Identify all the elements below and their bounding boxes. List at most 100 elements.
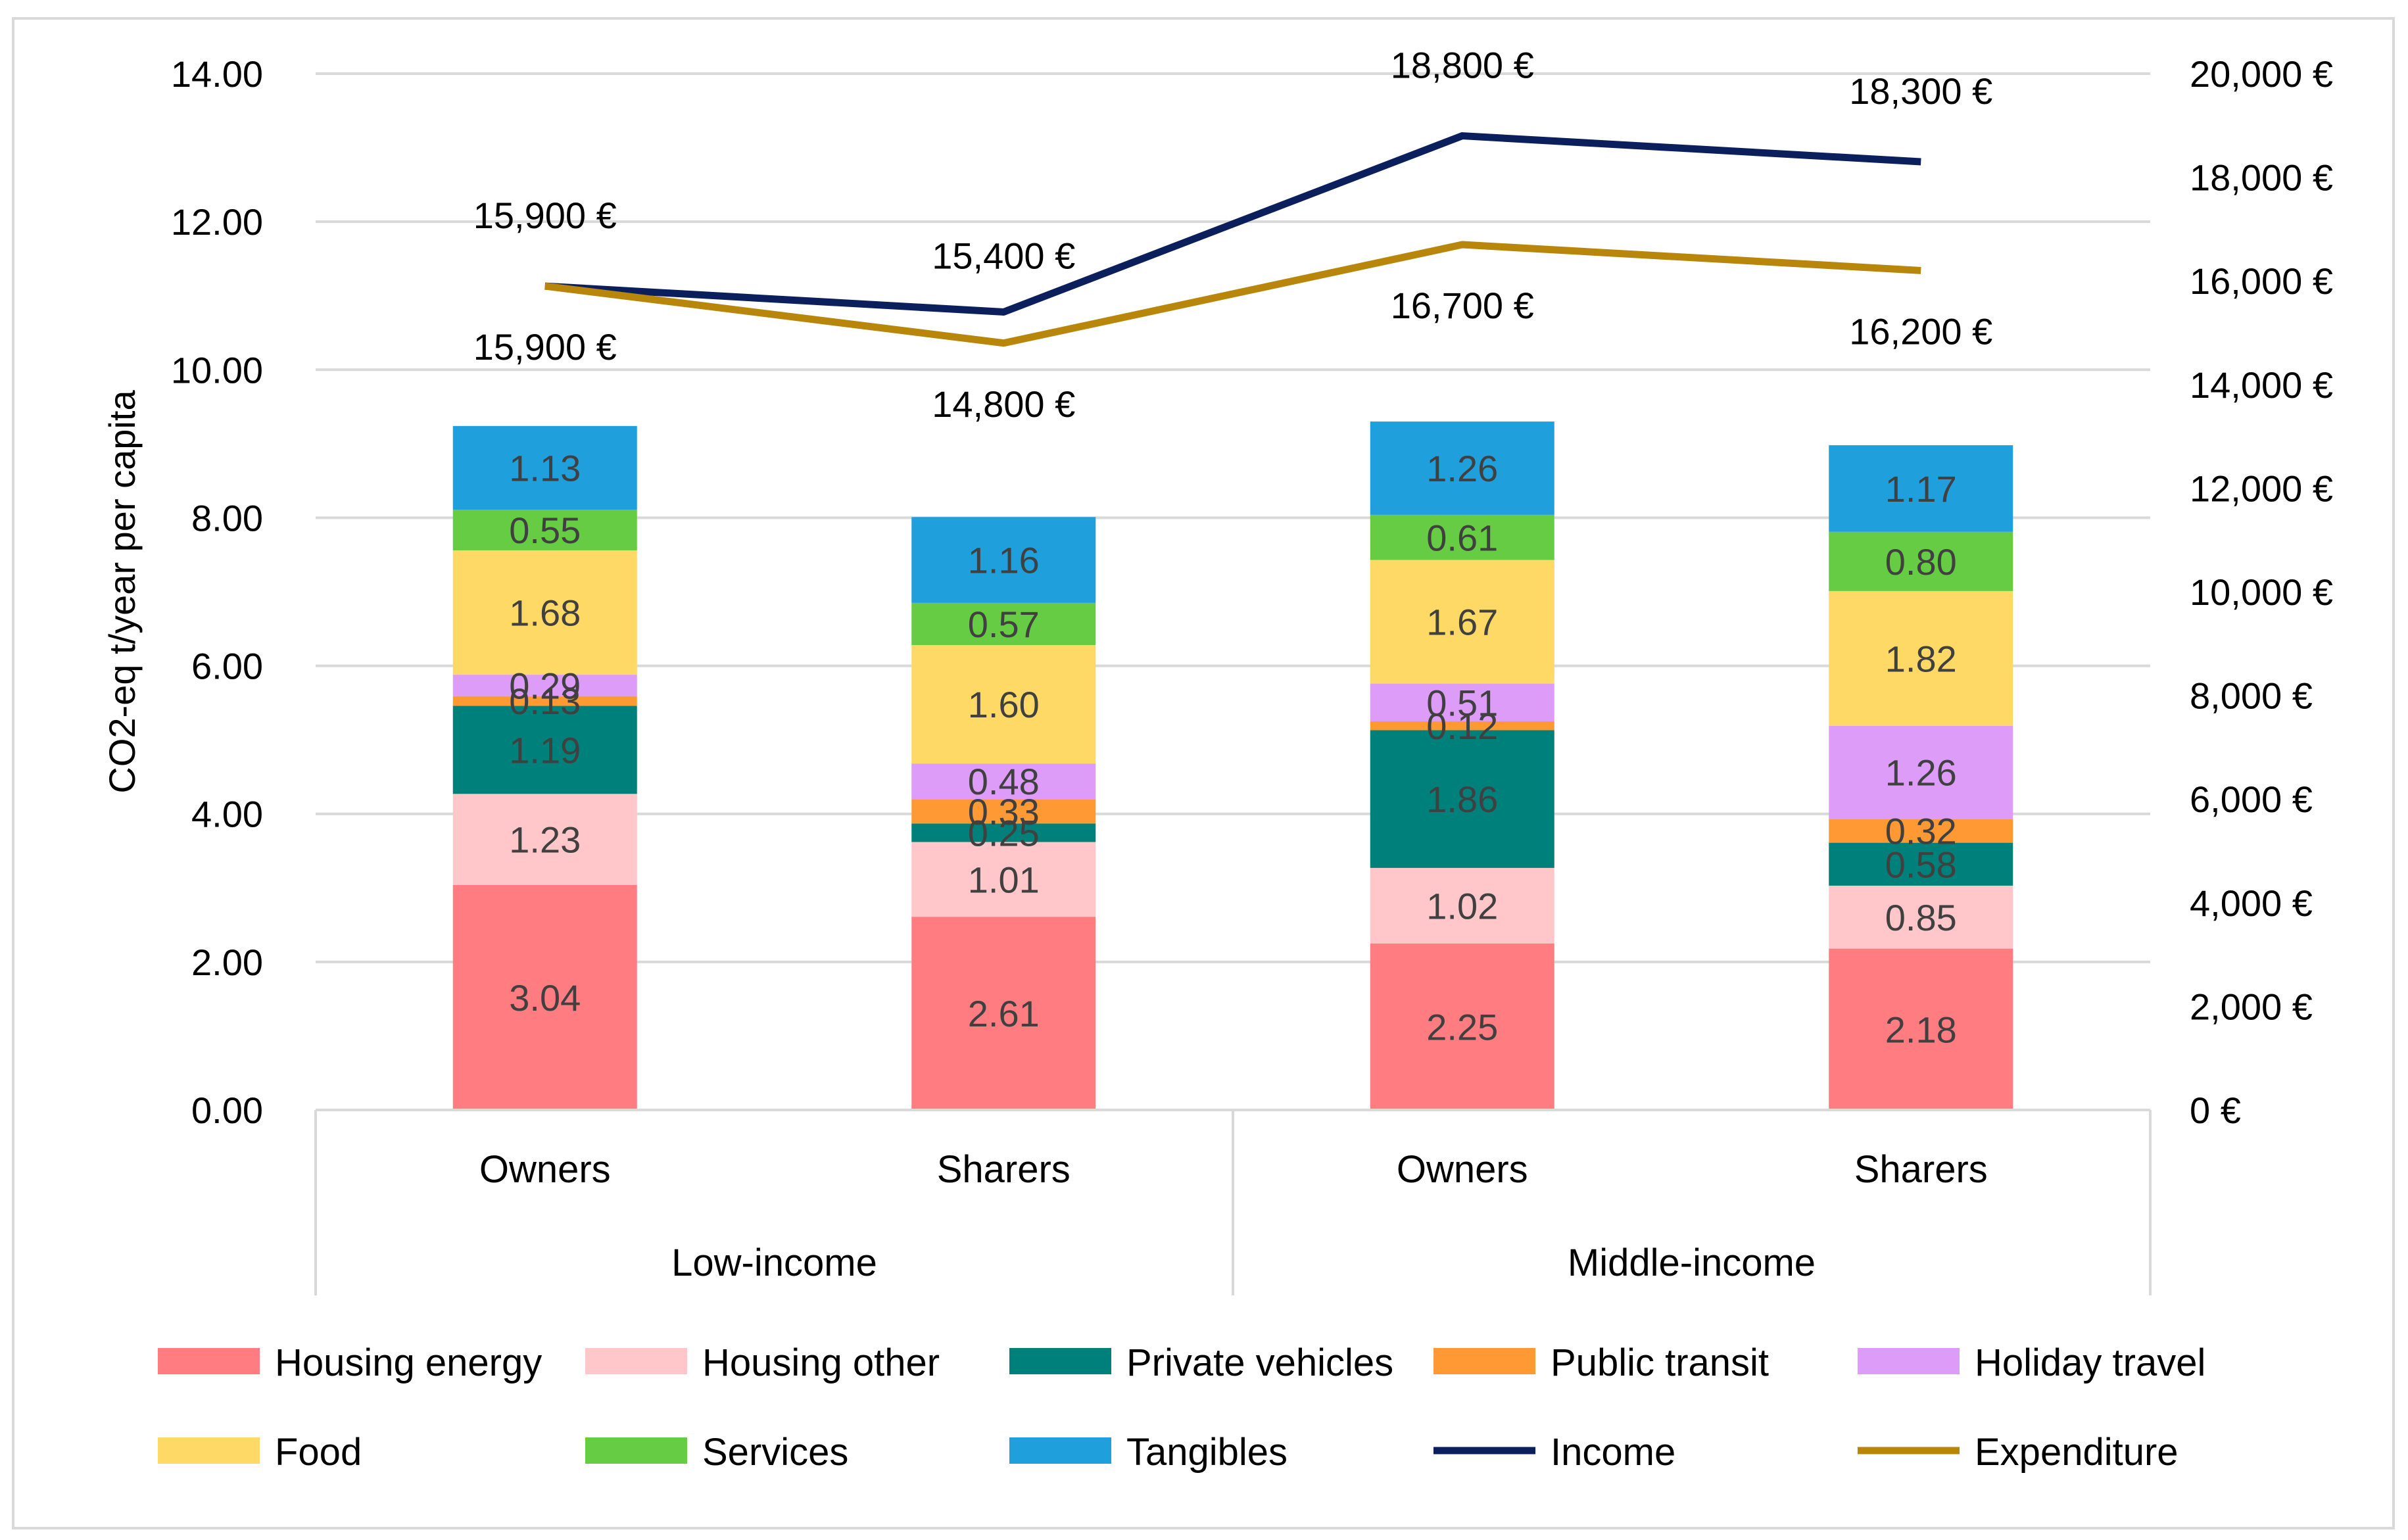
line-data-label: 14,800 € xyxy=(932,383,1075,425)
x-tick-label: Sharers xyxy=(937,1148,1071,1191)
legend-swatch xyxy=(1009,1437,1111,1464)
bar-segment-label: 3.04 xyxy=(509,977,581,1019)
bar-segment-label: 0.80 xyxy=(1885,541,1957,583)
bar-segment-label: 2.18 xyxy=(1885,1009,1957,1050)
bar-segment xyxy=(1829,842,2013,886)
y2-tick-label: 10,000 € xyxy=(2190,571,2333,613)
line-data-label: 16,700 € xyxy=(1391,285,1534,326)
legend-label: Public transit xyxy=(1551,1341,1769,1384)
y-tick-label: 2.00 xyxy=(191,942,263,983)
bar-segment xyxy=(1829,948,2013,1110)
bar-segment xyxy=(1370,421,1554,515)
line-data-label: 15,900 € xyxy=(473,326,617,368)
bar-segment xyxy=(1370,867,1554,944)
line-data-label: 18,300 € xyxy=(1849,70,1992,112)
bar-segment xyxy=(1370,560,1554,684)
bar-segment xyxy=(1370,721,1554,731)
bar-segment xyxy=(452,675,637,696)
bar-segment-label: 0.13 xyxy=(509,681,581,722)
bar-segment-label: 1.26 xyxy=(1426,448,1498,489)
axes: 0.00 2.00 4.00 6.00 8.00 10.00 12.00 14.00 0 € 2,… xyxy=(101,53,2333,1295)
bars xyxy=(452,421,2013,1110)
bar-segment-label: 0.48 xyxy=(968,761,1040,802)
bar-segment-label: 1.01 xyxy=(968,859,1040,900)
bar-segment xyxy=(452,425,637,510)
bar-segment-label: 0.51 xyxy=(1426,682,1498,723)
bar-segment xyxy=(911,842,1096,917)
segment-labels: 3.04 1.23 1.19 0.130.29 1.68 0.55 1.13 2.61 1.01… xyxy=(509,447,1957,1050)
bar-segment-label: 0.58 xyxy=(1885,844,1957,885)
legend-label: Private vehicles xyxy=(1126,1341,1393,1384)
bar-segment xyxy=(452,794,637,885)
bar-segment xyxy=(1370,943,1554,1110)
bar-segment xyxy=(1370,730,1554,868)
legend-swatch xyxy=(158,1348,260,1374)
y-tick-label: 0.00 xyxy=(191,1090,263,1131)
bar-segment-label: 0.25 xyxy=(968,812,1040,854)
x-tick-label: Sharers xyxy=(1854,1148,1988,1191)
bar-segment-label: 0.32 xyxy=(1885,811,1957,852)
bar-segment-label: 0.33 xyxy=(968,791,1040,832)
bar-segment xyxy=(911,645,1096,764)
legend-label: Services xyxy=(702,1431,848,1474)
legend-label: Housing energy xyxy=(275,1341,542,1384)
y2-tick-label: 2,000 € xyxy=(2190,986,2313,1027)
bar-segment xyxy=(1829,590,2013,726)
bar-segment-label: 1.19 xyxy=(509,729,581,771)
bar-segment-label: 1.23 xyxy=(509,819,581,861)
bar-segment xyxy=(911,763,1096,800)
bar-segment xyxy=(1829,531,2013,591)
legend-swatch xyxy=(158,1437,260,1464)
line-expenditure xyxy=(544,241,1921,347)
bar-segment-label: 2.61 xyxy=(968,993,1040,1034)
y2-tick-label: 4,000 € xyxy=(2190,882,2313,924)
legend-swatch xyxy=(585,1348,687,1374)
bar-segment-label: 0.12 xyxy=(1426,706,1498,747)
bar-segment-label: 1.86 xyxy=(1426,779,1498,820)
y2-tick-label: 14,000 € xyxy=(2190,364,2333,406)
legend-label: Tangibles xyxy=(1126,1431,1288,1474)
bar-segment xyxy=(1370,683,1554,721)
bar-segment xyxy=(1370,514,1554,560)
y2-tick-label: 0 € xyxy=(2190,1090,2241,1131)
line-labels: 15,900 € 15,400 € 18,800 € 18,300 € 15,900 €… xyxy=(473,45,1992,425)
legend-swatch xyxy=(585,1437,687,1464)
line-data-label: 15,900 € xyxy=(473,195,617,236)
chart-border xyxy=(12,17,2395,1529)
legend-label: Housing other xyxy=(702,1341,940,1384)
y2-tick-label: 12,000 € xyxy=(2190,468,2333,509)
bar-segment xyxy=(911,823,1096,842)
y2-tick-label: 6,000 € xyxy=(2190,779,2313,820)
y-tick-label: 10.00 xyxy=(171,349,263,391)
bar-segment-label: 0.55 xyxy=(509,510,581,551)
bar-segment xyxy=(452,884,637,1110)
bar-segment xyxy=(452,696,637,706)
y2-tick-label: 8,000 € xyxy=(2190,675,2313,717)
y2-tick-label: 20,000 € xyxy=(2190,53,2333,95)
legend-swatch xyxy=(1858,1348,1960,1374)
bar-segment-label: 1.02 xyxy=(1426,885,1498,926)
legend-label: Holiday travel xyxy=(1975,1341,2205,1384)
bar-segment xyxy=(911,517,1096,603)
bar-segment xyxy=(452,510,637,550)
bar-segment-label: 1.82 xyxy=(1885,638,1957,679)
x-tick-label: Owners xyxy=(479,1148,611,1191)
line-data-label: 18,800 € xyxy=(1391,45,1534,86)
x-group-label: Middle-income xyxy=(1568,1241,1816,1284)
bar-segment-label: 2.25 xyxy=(1426,1006,1498,1047)
y-tick-label: 6.00 xyxy=(191,646,263,687)
bar-segment-label: 1.67 xyxy=(1426,602,1498,643)
bar-segment-label: 1.13 xyxy=(509,447,581,489)
bar-segment-label: 1.17 xyxy=(1885,468,1957,510)
bar-segment xyxy=(911,917,1096,1110)
bar-segment xyxy=(452,706,637,794)
legend-swatch xyxy=(1009,1348,1111,1374)
bar-segment xyxy=(1829,725,2013,819)
legend-swatch xyxy=(1433,1348,1535,1374)
y-tick-label: 14.00 xyxy=(171,53,263,95)
series-lines xyxy=(544,132,1921,347)
bar-segment xyxy=(911,799,1096,824)
bar-segment-label: 0.57 xyxy=(968,604,1040,645)
